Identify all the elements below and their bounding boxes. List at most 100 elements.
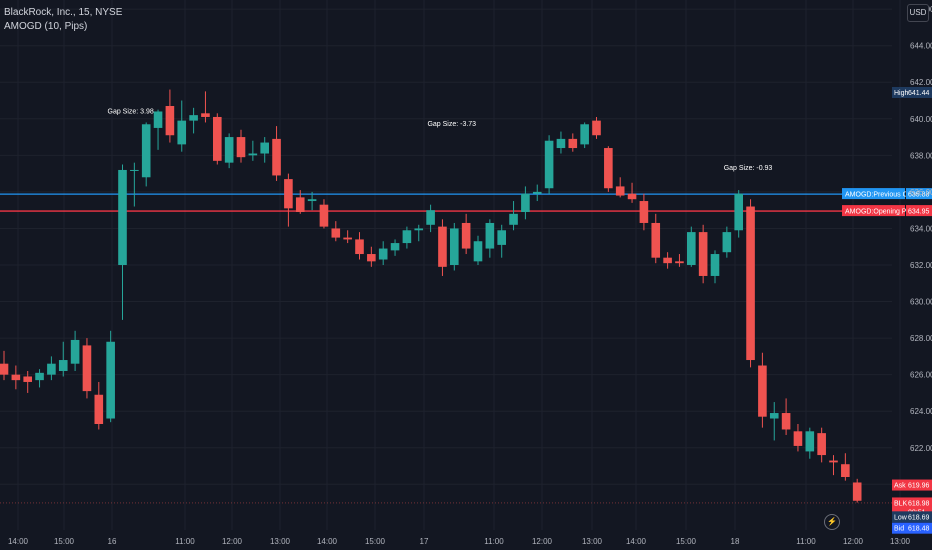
price-tick: 628.00	[910, 334, 932, 343]
candle-body	[94, 394, 104, 424]
price-badge-label: High	[894, 90, 909, 97]
time-tick: 12:00	[843, 537, 864, 546]
time-tick: 13:00	[582, 537, 603, 546]
time-tick: 12:00	[222, 537, 243, 546]
candle-body	[544, 140, 554, 189]
candle-body	[82, 345, 92, 392]
candle-body	[58, 360, 68, 371]
candle-body	[497, 230, 506, 245]
candle-body	[532, 191, 542, 194]
candle-body	[141, 124, 151, 178]
time-tick: 11:00	[796, 537, 816, 546]
time-axis[interactable]: 14:00 15:00 16 11:00 12:00 13:00 14:00 15:00 17 1…	[8, 537, 911, 546]
candle-body	[319, 204, 329, 227]
candle-body	[177, 120, 187, 145]
candle-body	[485, 222, 495, 249]
time-tick: 13:00	[890, 537, 911, 546]
candle-body	[23, 376, 32, 382]
candle-body	[402, 230, 412, 244]
candle-body	[248, 153, 258, 156]
candle-body	[698, 232, 708, 276]
candle-body	[663, 257, 672, 264]
candle-body	[390, 243, 400, 251]
time-tick: 14:00	[317, 537, 338, 546]
price-tick: 634.00	[910, 224, 932, 233]
time-tick: 18	[731, 537, 740, 546]
candle-body	[0, 363, 9, 375]
candle-body	[461, 222, 471, 249]
candle-body	[592, 120, 601, 136]
candle-body	[236, 137, 246, 158]
candle-body	[213, 116, 222, 161]
candle-body	[604, 148, 613, 189]
candle-body	[307, 199, 317, 202]
price-tick: 622.00	[910, 444, 932, 453]
candle-body	[746, 206, 755, 361]
chart-legend: BlackRock, Inc., 15, NYSE AMOGD (10, Pip…	[4, 6, 122, 34]
price-badge-label: Ask	[894, 483, 906, 490]
candle-body	[260, 142, 269, 154]
candle-body	[153, 111, 163, 128]
candle-body	[473, 241, 483, 262]
candle-body	[793, 431, 803, 446]
candle-body	[675, 261, 684, 264]
candle-body	[272, 138, 281, 176]
time-tick: 15:00	[54, 537, 75, 546]
candle-body	[130, 169, 139, 171]
price-badge	[892, 86, 932, 98]
time-tick: 16	[108, 537, 117, 546]
candle-body	[615, 186, 625, 196]
lightning-icon[interactable]: ⚡	[824, 514, 840, 530]
price-badge	[892, 522, 932, 534]
candle-body	[758, 365, 767, 417]
candle-body	[201, 113, 210, 117]
price-badge-value: 619.96	[908, 483, 930, 490]
level-price-badge	[906, 205, 932, 217]
candle-body	[106, 341, 115, 419]
candle-body	[450, 228, 459, 265]
candle-body	[355, 239, 364, 255]
time-tick: 17	[420, 537, 429, 546]
price-tick: 638.00	[910, 151, 932, 160]
candle-body	[556, 138, 566, 149]
candle-body	[817, 433, 826, 456]
candle-body	[710, 254, 720, 276]
candle-body	[189, 115, 198, 121]
candle-body	[639, 201, 649, 223]
price-badge	[892, 511, 932, 523]
candle-body	[734, 193, 743, 231]
candle-body	[224, 137, 234, 163]
level-name-badge	[842, 205, 905, 217]
candle-body	[331, 228, 341, 238]
price-badges: High641.44Ask619.96BLK618.9800:51Low618.…	[892, 86, 932, 534]
candle-body	[568, 138, 578, 149]
candle-body	[118, 169, 127, 265]
time-tick: 13:00	[270, 537, 291, 546]
time-tick: 15:00	[676, 537, 697, 546]
price-badge-label: Low	[894, 514, 908, 521]
symbol-title[interactable]: BlackRock, Inc., 15, NYSE	[4, 7, 123, 18]
time-tick: 15:00	[365, 537, 386, 546]
time-tick: 11:00	[484, 537, 504, 546]
candle-body	[722, 232, 732, 253]
candle-body	[11, 374, 21, 381]
gap-label: Gap Size: -3.73	[427, 121, 476, 128]
gap-annotations: Gap Size: 3.98 Gap Size: -3.73 Gap Size: -…	[108, 108, 773, 172]
candle-body	[627, 193, 637, 200]
level-name: AMOGD:Previous Close	[845, 192, 921, 199]
candle-body	[781, 413, 791, 430]
currency-button[interactable]: USD	[907, 4, 929, 22]
level-price: 635.88	[908, 192, 930, 199]
indicator-title[interactable]: AMOGD (10, Pips)	[4, 21, 88, 32]
candle-body	[165, 106, 175, 136]
price-badge-value: 641.44	[908, 90, 930, 97]
candle-body	[651, 222, 661, 258]
price-axis[interactable]: 646.00644.00642.00640.00638.00636.00634.…	[910, 5, 932, 489]
price-tick: 642.00	[910, 78, 932, 87]
candle-body	[343, 237, 352, 240]
candle-body	[295, 197, 305, 212]
price-badge-value: 618.48	[908, 526, 930, 533]
candle-body	[805, 431, 815, 452]
level-name: AMOGD:Opening Price	[845, 209, 918, 216]
